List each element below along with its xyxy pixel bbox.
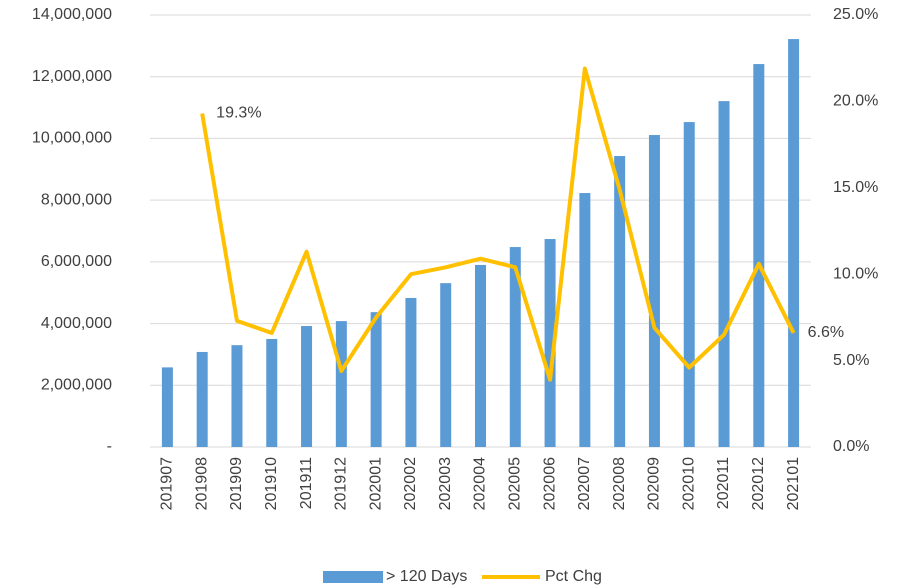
x-tick-label: 202001: [367, 457, 384, 510]
y2-tick-label: 20.0%: [833, 93, 878, 110]
x-tick-label: 202101: [785, 457, 802, 510]
bar: [753, 64, 765, 447]
x-tick-label: 202002: [402, 457, 419, 510]
y-tick-label: -: [107, 438, 112, 455]
bar: [405, 297, 417, 447]
x-tick-label: 202007: [576, 457, 593, 510]
x-tick-label: 202012: [750, 457, 767, 510]
x-tick-label: 201912: [333, 457, 350, 510]
y2-tick-label: 5.0%: [833, 352, 869, 369]
bar: [161, 367, 173, 447]
y-tick-label: 2,000,000: [41, 377, 112, 394]
y2-tick-label: 0.0%: [833, 438, 869, 455]
x-tick-label: 202009: [646, 457, 663, 510]
x-tick-label: 201907: [159, 457, 176, 510]
bar: [231, 345, 243, 447]
bar: [301, 326, 313, 447]
legend-label: Pct Chg: [545, 568, 602, 585]
x-tick-label: 202004: [472, 457, 489, 510]
x-tick-label: 202008: [611, 457, 628, 510]
bar: [614, 156, 626, 447]
y2-tick-label: 15.0%: [833, 179, 878, 196]
x-tick-label: 201909: [228, 457, 245, 510]
y-tick-label: 4,000,000: [41, 315, 112, 332]
line: [200, 66, 796, 382]
x-tick-label: 201910: [263, 457, 280, 510]
bar: [509, 247, 521, 447]
y-tick-label: 6,000,000: [41, 253, 112, 270]
y-tick-label: 14,000,000: [32, 6, 112, 23]
bar: [718, 101, 730, 447]
x-tick-label: 202003: [437, 457, 454, 510]
y2-tick-label: 25.0%: [833, 6, 878, 23]
y2-tick-label: 10.0%: [833, 265, 878, 282]
bar: [579, 193, 591, 447]
data-label: 6.6%: [808, 324, 844, 341]
legend-label: > 120 Days: [386, 568, 467, 585]
x-tick-label: 202006: [541, 457, 558, 510]
legend-swatch: [323, 571, 383, 583]
y-tick-label: 10,000,000: [32, 130, 112, 147]
y-tick-label: 12,000,000: [32, 68, 112, 85]
x-tick-label: 202005: [507, 457, 524, 510]
x-tick-label: 202010: [680, 457, 697, 510]
bar: [648, 135, 660, 447]
bar: [440, 283, 452, 447]
bar: [370, 312, 382, 447]
bar: [266, 339, 278, 447]
x-tick-label: 202011: [715, 457, 732, 509]
x-tick-label: 201908: [193, 457, 210, 510]
bar: [335, 321, 347, 447]
x-tick-label: 201911: [298, 457, 315, 509]
bar: [683, 122, 695, 448]
bar: [475, 264, 486, 447]
data-label: 19.3%: [216, 105, 261, 122]
bar: [788, 39, 800, 447]
bar: [196, 351, 208, 447]
y-tick-label: 8,000,000: [41, 191, 112, 208]
bar: [544, 239, 556, 447]
